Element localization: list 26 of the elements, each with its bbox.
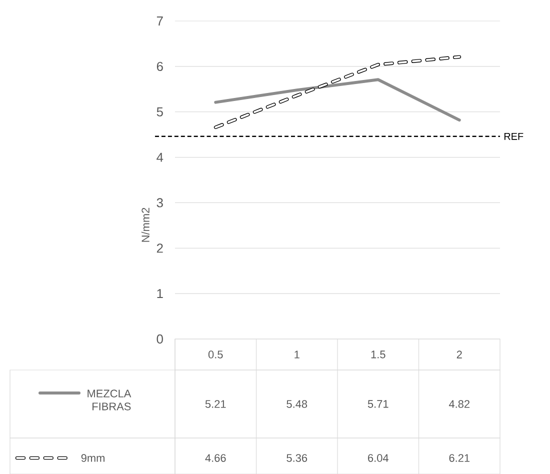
ref-line-label: REF	[504, 132, 524, 140]
data-label: 5.21	[205, 400, 226, 408]
line-series	[214, 55, 462, 129]
x-tick-label: 2	[456, 350, 462, 358]
data-label: 5.71	[368, 400, 388, 408]
x-tick-label: 1	[294, 350, 300, 358]
legend-label: 9mm	[81, 454, 104, 462]
data-label: 5.36	[286, 454, 308, 462]
y-tick-label: 5	[156, 107, 163, 116]
data-label: 6.04	[368, 454, 388, 462]
y-tick-label: 6	[156, 62, 163, 72]
y-tick-label: 4	[156, 152, 164, 162]
legend-label: MEZCLA FIBRAS	[88, 390, 132, 410]
data-label: 4.66	[205, 454, 226, 462]
y-tick-label: 3	[156, 198, 163, 208]
data-label: 5.48	[286, 400, 308, 408]
y-tick-label: 1	[157, 289, 163, 298]
y-tick-label: 2	[156, 244, 163, 253]
data-label: 4.82	[448, 400, 470, 408]
x-tick-label: 0.5	[208, 350, 223, 358]
y-tick-label: 7	[156, 16, 163, 26]
x-tick-label: 1.5	[371, 350, 386, 358]
y-tick-label: 0	[156, 334, 163, 344]
y-axis-title: N/mm2	[141, 208, 150, 242]
line-series	[214, 78, 461, 122]
data-label: 6.21	[449, 454, 470, 462]
